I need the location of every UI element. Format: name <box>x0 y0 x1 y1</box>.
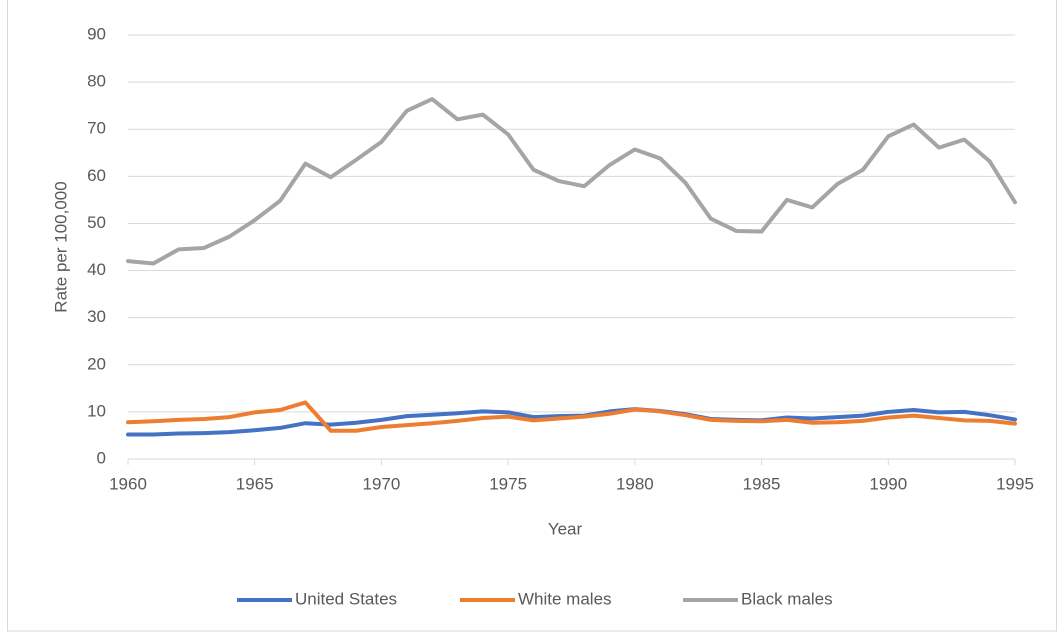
y-tick-label: 40 <box>87 260 106 279</box>
y-tick-label: 10 <box>87 401 106 420</box>
chart-border <box>7 0 1057 632</box>
x-tick-label: 1980 <box>616 474 654 493</box>
legend-label: White males <box>518 589 612 608</box>
x-tick-label: 1965 <box>236 474 274 493</box>
y-tick-label: 20 <box>87 354 106 373</box>
x-axis-label: Year <box>548 519 583 538</box>
x-tick-label: 1975 <box>489 474 527 493</box>
y-axis-label: Rate per 100,000 <box>51 181 70 312</box>
legend-label: United States <box>295 589 397 608</box>
y-tick-label: 50 <box>87 213 106 232</box>
series-line <box>126 400 1017 433</box>
series-line <box>126 97 1017 266</box>
y-tick-label: 60 <box>87 166 106 185</box>
y-tick-label: 90 <box>87 24 106 43</box>
x-tick-label: 1990 <box>869 474 907 493</box>
y-tick-label: 70 <box>87 119 106 138</box>
legend-label: Black males <box>741 589 833 608</box>
y-tick-label: 80 <box>87 72 106 91</box>
y-tick-label: 0 <box>97 448 106 467</box>
x-tick-label: 1970 <box>363 474 401 493</box>
x-tick-label: 1985 <box>743 474 781 493</box>
x-tick-label: 1960 <box>109 474 147 493</box>
x-tick-label: 1995 <box>996 474 1034 493</box>
y-tick-label: 30 <box>87 307 106 326</box>
